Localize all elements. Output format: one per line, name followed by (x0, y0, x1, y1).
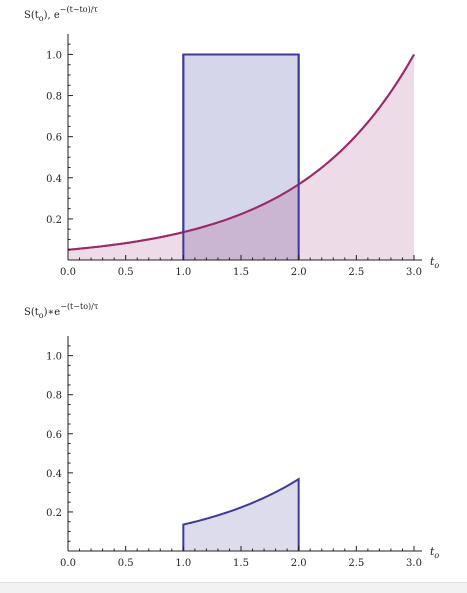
chart-bottom: S(to)∗e−(t−to)/τ to 0.0 0.5 1.0 1.5 2.0 2.5 3.… (24, 302, 439, 569)
chart-bottom-ylabel: S(to)∗e−(t−to)/τ (24, 302, 99, 320)
chart0-ytick-label-4: 1.0 (46, 50, 62, 61)
chart1-xtick-label-3: 1.5 (233, 558, 249, 569)
chart1-exp-line (182, 477, 300, 551)
chart-top-ylabel: S(to), e−(t−to)/τ (24, 5, 98, 23)
chart0-exp-line-top (67, 53, 415, 251)
chart0-xtick-label-2: 1.0 (175, 267, 191, 278)
chart0-ytick-label-0: 0.2 (46, 215, 62, 226)
chart0-xtick-label-4: 2.0 (291, 267, 307, 278)
chart0-ytick-label-2: 0.6 (46, 133, 62, 144)
chart1-ytick-label-2: 0.6 (46, 430, 62, 441)
chart0-xtick-label-6: 3.0 (406, 267, 422, 278)
chart0-ytick-label-1: 0.4 (46, 174, 62, 185)
chart0-xtick-label-0: 0.0 (60, 267, 76, 278)
chart1-ytick-label-0: 0.2 (46, 508, 62, 519)
chart0-exp-fill (68, 54, 414, 260)
bottom-strip (0, 582, 467, 593)
chart0-xtick-label-1: 0.5 (118, 267, 134, 278)
chart1-ytick-label-4: 1.0 (46, 352, 62, 363)
chart-top-xlabel: to (430, 255, 439, 270)
chart0-ytick-label-3: 0.8 (46, 92, 62, 103)
chart-top: S(to), e−(t−to)/τ to 0.0 0.5 1.0 1.5 2.0 2.5 3… (24, 5, 439, 278)
chart0-overlap-fill (183, 184, 299, 260)
chart1-xtick-label-1: 0.5 (118, 558, 134, 569)
chart1-xtick-label-2: 1.0 (175, 558, 191, 569)
chart1-xtick-label-0: 0.0 (60, 558, 76, 569)
chart0-xtick-label-5: 2.5 (348, 267, 364, 278)
chart1-ytick-label-1: 0.4 (46, 469, 62, 480)
chart-bottom-xlabel: to (430, 545, 439, 560)
chart1-xtick-label-5: 2.5 (348, 558, 364, 569)
chart0-xtick-label-3: 1.5 (233, 267, 249, 278)
chart1-xtick-label-4: 2.0 (291, 558, 307, 569)
chart1-xtick-label-6: 3.0 (406, 558, 422, 569)
chart1-exp-fill (183, 479, 299, 551)
chart1-ytick-label-3: 0.8 (46, 391, 62, 402)
